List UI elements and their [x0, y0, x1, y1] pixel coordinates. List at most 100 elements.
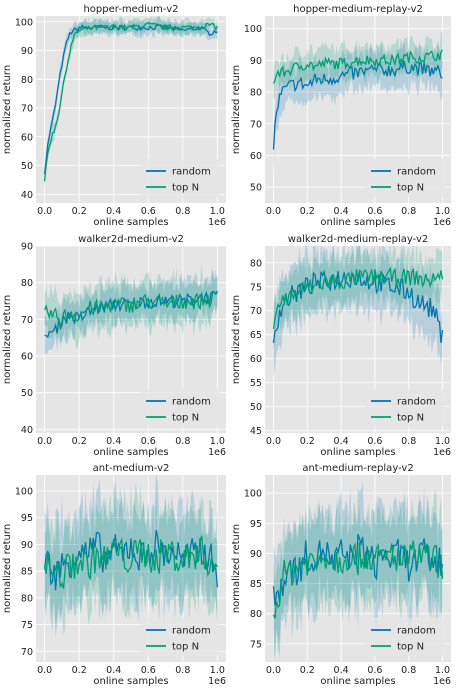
legend-label: random — [397, 397, 436, 408]
series-line — [272, 540, 444, 619]
y-tick-label: 85 — [21, 567, 33, 578]
plot-area — [272, 246, 444, 376]
y-axis-label: normalized return — [231, 524, 242, 613]
x-tick-label: 0.6 — [367, 206, 382, 217]
y-tick-label: 90 — [21, 540, 33, 551]
y-tick-label: 70 — [21, 315, 33, 326]
y-tick-label: 70 — [21, 647, 33, 658]
series-band — [273, 246, 443, 351]
series-line — [272, 266, 444, 329]
x-tick-label: 0.0 — [37, 665, 52, 676]
y-tick-label: 50 — [250, 183, 262, 194]
y-tick-label: 40 — [21, 190, 33, 201]
x-tick-label: 0.0 — [266, 665, 281, 676]
series-band — [273, 37, 443, 173]
x-tick-label: 1.0 — [435, 206, 450, 217]
y-axis-label: normalized return — [231, 295, 242, 384]
x-tick-label: 0.2 — [300, 665, 315, 676]
chart-panel: walker2d-medium-replay-v2 0.0 0.2 0.4 0.6 0.8… — [231, 234, 451, 458]
series-line — [43, 535, 218, 589]
legend-label: random — [397, 167, 436, 178]
x-tick-label: 0.8 — [175, 206, 190, 217]
legend-label: top N — [172, 183, 199, 194]
x-offset-label: 1e6 — [208, 676, 226, 687]
x-tick-label: 0.4 — [106, 665, 121, 676]
series-band — [44, 16, 218, 183]
series-band — [273, 489, 443, 662]
legend-label: random — [172, 626, 211, 637]
x-tick-label: 0.0 — [37, 206, 52, 217]
y-tick-label: 90 — [21, 46, 33, 57]
x-tick-label: 0.0 — [37, 436, 52, 447]
y-tick-label: 90 — [250, 56, 262, 67]
x-tick-label: 0.8 — [401, 436, 416, 447]
y-tick-label: 60 — [21, 352, 33, 363]
plot-area — [272, 31, 444, 173]
x-tick-label: 0.6 — [141, 665, 156, 676]
y-axis-label: normalized return — [2, 524, 13, 613]
x-tick-label: 0.2 — [300, 206, 315, 217]
y-tick-label: 50 — [21, 388, 33, 399]
legend: random top N — [365, 618, 445, 656]
series-line — [43, 21, 218, 182]
x-tick-label: 0.8 — [175, 665, 190, 676]
series-band — [44, 16, 218, 188]
chart-panel: hopper-medium-v2 0.0 0.2 0.4 0.6 0.8 1.0 40 50 60… — [2, 4, 226, 228]
y-tick-label: 85 — [250, 579, 262, 590]
x-tick-label: 0.2 — [72, 206, 87, 217]
plot-area — [44, 263, 218, 356]
y-tick-label: 75 — [250, 639, 262, 650]
x-tick-label: 0.2 — [72, 665, 87, 676]
series-line — [44, 290, 218, 339]
x-tick-label: 1.0 — [210, 206, 225, 217]
x-axis-label: online samples — [93, 447, 168, 458]
chart-title: ant-medium-v2 — [93, 463, 170, 474]
x-offset-label: 1e6 — [433, 676, 451, 687]
x-tick-label: 0.4 — [334, 206, 349, 217]
x-tick-label: 0.6 — [367, 436, 382, 447]
y-tick-label: 80 — [21, 278, 33, 289]
y-tick-label: 50 — [21, 161, 33, 172]
chart-title: walker2d-medium-v2 — [78, 234, 184, 245]
legend-label: random — [397, 626, 436, 637]
x-tick-label: 1.0 — [435, 665, 450, 676]
x-tick-label: 0.2 — [72, 436, 87, 447]
x-tick-label: 0.6 — [367, 665, 382, 676]
series-band — [273, 31, 443, 101]
series-band — [44, 481, 218, 637]
y-tick-label: 75 — [21, 620, 33, 631]
legend-label: random — [172, 167, 211, 178]
x-tick-label: 0.8 — [175, 436, 190, 447]
y-tick-label: 80 — [21, 593, 33, 604]
legend: random top N — [140, 159, 220, 197]
y-tick-label: 50 — [250, 402, 262, 413]
plot-area — [43, 475, 219, 637]
x-tick-label: 0.4 — [334, 665, 349, 676]
x-tick-label: 0.4 — [334, 436, 349, 447]
y-tick-label: 45 — [250, 426, 262, 437]
x-axis-label: online samples — [93, 217, 168, 228]
series-line — [44, 290, 218, 329]
y-tick-label: 80 — [21, 75, 33, 86]
plot-area — [272, 481, 444, 662]
series-band — [44, 268, 218, 356]
x-tick-label: 0.6 — [141, 206, 156, 217]
legend-label: top N — [397, 413, 424, 424]
legend-label: top N — [397, 642, 424, 653]
y-tick-label: 90 — [21, 242, 33, 253]
x-tick-label: 1.0 — [210, 436, 225, 447]
legend: random top N — [365, 389, 445, 427]
chart-title: hopper-medium-v2 — [83, 4, 178, 15]
x-axis-label: online samples — [320, 447, 395, 458]
y-tick-label: 60 — [250, 151, 262, 162]
y-axis-label: normalized return — [231, 65, 242, 154]
legend: random top N — [140, 618, 220, 656]
legend: random top N — [140, 389, 220, 427]
x-tick-label: 1.0 — [435, 436, 450, 447]
y-tick-label: 70 — [250, 306, 262, 317]
x-tick-label: 0.0 — [266, 206, 281, 217]
chart-panel: hopper-medium-replay-v2 0.0 0.2 0.4 0.6 0.8 1.… — [231, 4, 451, 228]
x-offset-label: 1e6 — [208, 217, 226, 228]
plot-area — [43, 16, 218, 188]
